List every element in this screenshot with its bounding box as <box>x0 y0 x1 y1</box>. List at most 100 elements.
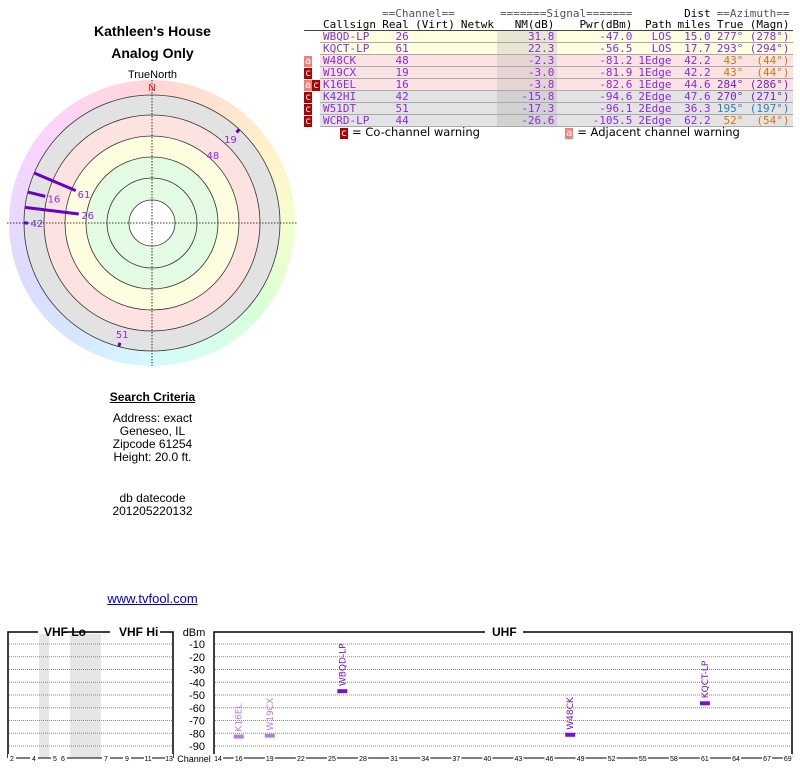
warning-flags: c <box>304 66 320 79</box>
network <box>457 78 497 91</box>
azimuth-magn: (54°) <box>746 114 793 127</box>
uhf-frame <box>523 631 793 758</box>
channel-virt <box>411 90 458 103</box>
network <box>457 102 497 115</box>
vhf-channel-tick: 11 <box>144 756 151 763</box>
uhf-channel-tick: 34 <box>421 756 429 763</box>
distance: 44.6 <box>674 78 714 91</box>
power: -82.6 <box>557 78 636 91</box>
vhf-channel-tick: 5 <box>53 756 57 763</box>
y-tick-label: -60 <box>189 703 205 715</box>
noise-margin: 31.8 <box>496 30 558 43</box>
y-tick-label: -80 <box>189 728 205 740</box>
channel-virt <box>411 30 458 43</box>
uhf-channel-tick: 31 <box>390 756 398 763</box>
distance: 36.3 <box>674 102 714 115</box>
station-row[interactable]: KQCT-LP 61 22.3 -56.5 LOS 17.7 293° (294°) <box>304 42 793 55</box>
column-header: True <box>713 19 747 31</box>
station-bearing-line <box>27 190 46 198</box>
adjacent-channel-legend: = Adjacent channel warning <box>577 125 740 139</box>
station-label: 26 <box>81 211 94 222</box>
channel-virt <box>411 78 458 91</box>
uhf-channel-tick: 64 <box>732 756 740 763</box>
uhf-channel-tick: 69 <box>784 756 792 763</box>
station-bearing-line <box>117 342 122 348</box>
channel-virt <box>411 54 458 67</box>
vhf-hi-title: VHF Hi <box>119 625 158 639</box>
station-row[interactable]: c WCRD-LP 44 -26.6 -105.5 2Edge 62.2 52° (54°) <box>304 114 793 127</box>
tick-bg <box>295 754 306 762</box>
azimuth-magn: (294°) <box>746 42 793 55</box>
power: -81.2 <box>557 54 636 67</box>
station-label: 42 <box>31 219 44 230</box>
network <box>457 66 497 79</box>
path: 2Edge <box>635 90 675 103</box>
vhf-gap-shade <box>39 634 49 758</box>
station-row[interactable]: a W48CK 48 -2.3 -81.2 1Edge 42.2 43° (44°) <box>304 54 793 67</box>
callsign: W51DT <box>320 102 379 115</box>
channel-virt <box>411 66 458 79</box>
y-tick-label: -70 <box>189 716 205 728</box>
tick-bg <box>326 754 337 762</box>
tick-bg <box>606 754 617 762</box>
tick-bg <box>59 754 67 762</box>
zipcode: Zipcode 61254 <box>112 437 193 451</box>
channel-real: 51 <box>378 102 412 115</box>
station-table: ==Channel== =======Signal======= Dist ==… <box>304 8 793 127</box>
station-row[interactable]: c W19CX 19 -3.0 -81.9 1Edge 42.2 43° (44°) <box>304 66 793 79</box>
azimuth-true: 43° <box>713 54 747 67</box>
co-channel-flag-icon: c <box>304 91 312 103</box>
tick-bg <box>165 754 173 762</box>
tvfool-link[interactable]: www.tvfool.com <box>107 591 198 606</box>
db-datecode-label: db datecode <box>119 491 186 505</box>
report-title: Kathleen's House Analog Only <box>0 20 305 64</box>
network <box>457 114 497 127</box>
uhf-channel-tick: 37 <box>452 756 460 763</box>
azimuth-true: 270° <box>713 90 747 103</box>
co-channel-flag-icon: c <box>312 79 320 91</box>
power: -96.1 <box>557 102 636 115</box>
uhf-channel-tick: 67 <box>763 756 771 763</box>
path: 1Edge <box>635 78 675 91</box>
tick-bg <box>123 754 131 762</box>
station-row[interactable]: c K42HI 42 -15.8 -94.6 2Edge 47.6 270° (271°) <box>304 90 793 103</box>
tick-bg <box>513 754 524 762</box>
warning-flags <box>304 42 320 55</box>
signal-chart: VHF Lo VHF Hi UHFdBm-10-20-30-40-50-60-70-… <box>7 625 793 764</box>
noise-margin: -2.3 <box>496 54 558 67</box>
tick-bg <box>782 754 793 762</box>
distance: 15.0 <box>674 30 714 43</box>
power: -81.9 <box>557 66 636 79</box>
power: -47.0 <box>557 30 636 43</box>
azimuth-magn: (44°) <box>746 54 793 67</box>
co-channel-flag-icon: c <box>304 67 312 79</box>
station-label: 48 <box>207 151 220 162</box>
report-subtitle: Analog Only <box>111 45 194 61</box>
station-label: 51 <box>116 330 129 341</box>
y-tick-label: -90 <box>189 741 205 753</box>
power: -56.5 <box>557 42 636 55</box>
azimuth-group-header: ==Azimuth== <box>716 7 790 20</box>
station-bearing-line <box>33 171 77 193</box>
tick-bg <box>358 754 369 762</box>
callsign: K42HI <box>320 90 379 103</box>
uhf-channel-tick: 40 <box>483 756 491 763</box>
vhf-gap-shade <box>70 634 101 758</box>
channel-virt <box>411 102 458 115</box>
signal-bar-w48ck <box>565 732 576 737</box>
station-bearing-line <box>24 205 79 216</box>
column-header: (Magn) <box>746 19 793 31</box>
azimuth-true: 195° <box>713 102 747 115</box>
station-row[interactable]: a c K16EL 16 -3.8 -82.6 1Edge 44.6 284° (286°) <box>304 78 793 91</box>
tick-bg <box>8 754 16 762</box>
vhf-channel-tick: 6 <box>61 756 65 763</box>
station-row[interactable]: WBQD-LP 26 31.8 -47.0 LOS 15.0 277° (278°) <box>304 30 793 43</box>
uhf-frame <box>213 631 485 758</box>
azimuth-magn: (197°) <box>746 102 793 115</box>
callsign: WBQD-LP <box>320 30 379 43</box>
tick-bg <box>731 754 741 762</box>
x-axis-label: Channel <box>177 754 211 764</box>
y-tick-label: -40 <box>189 677 205 689</box>
station-row[interactable]: c W51DT 51 -17.3 -96.1 2Edge 36.3 195° (197°) <box>304 102 793 115</box>
uhf-channel-tick: 52 <box>608 756 616 763</box>
